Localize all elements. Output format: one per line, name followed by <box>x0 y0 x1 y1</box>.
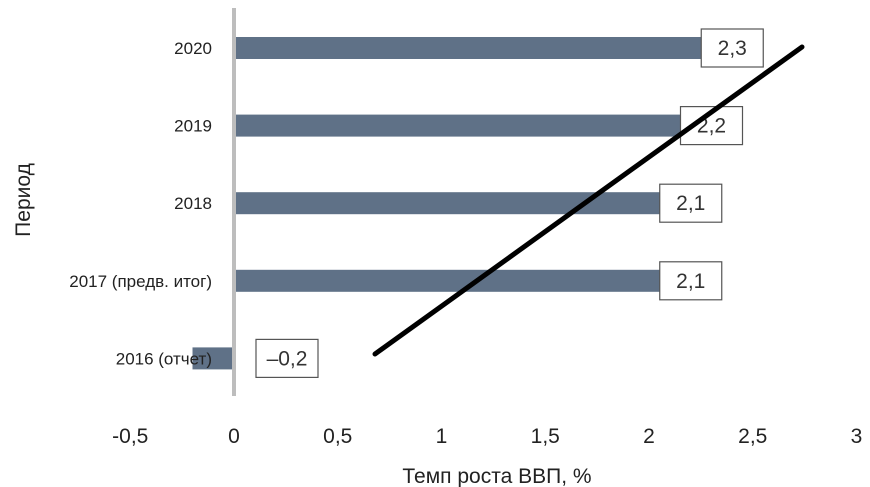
category-label: 2020 <box>174 39 212 58</box>
x-tick-label: 2,5 <box>738 425 767 448</box>
category-label: 2018 <box>174 194 212 213</box>
bar <box>234 37 712 59</box>
bar <box>234 269 670 292</box>
data-label-text: –0,2 <box>267 347 308 370</box>
x-tick-label: 0 <box>228 425 240 448</box>
data-label: 2,1 <box>659 183 723 223</box>
x-tick-labels: -0,5 0 0,5 1 1,5 2 2,5 3 <box>112 425 862 448</box>
data-label-box <box>659 261 723 301</box>
category-label: 2017 (предв. итог) <box>69 272 212 291</box>
bars-group <box>192 37 712 370</box>
x-axis-title: Темп роста ВВП, % <box>402 465 591 487</box>
y-axis-title: Период <box>12 163 35 237</box>
x-tick-label: 2 <box>643 425 655 448</box>
bar <box>234 114 691 137</box>
data-label-box <box>255 338 319 378</box>
x-tick-label: 0,5 <box>323 425 352 448</box>
trend-line <box>372 44 805 357</box>
x-tick-label: -0,5 <box>112 425 148 448</box>
data-label: –0,2 <box>255 338 319 378</box>
x-tick-label: 3 <box>851 425 863 448</box>
data-label-text: 2,1 <box>676 192 705 215</box>
data-label-box <box>659 183 723 223</box>
data-label-text: 2,3 <box>718 37 747 60</box>
data-label: 2,3 <box>700 28 764 68</box>
x-tick-label: 1 <box>436 425 448 448</box>
data-label-text: 2,1 <box>676 270 705 293</box>
bar <box>192 347 234 370</box>
category-label: 2019 <box>174 117 212 136</box>
category-labels: 2016 (отчет) 2017 (предв. итог) 2018 2019 20… <box>69 39 212 368</box>
bar <box>234 192 670 215</box>
x-tick-label: 1,5 <box>531 425 560 448</box>
data-label-box <box>700 28 764 68</box>
data-label: 2,1 <box>659 261 723 301</box>
category-label: 2016 (отчет) <box>116 349 212 368</box>
